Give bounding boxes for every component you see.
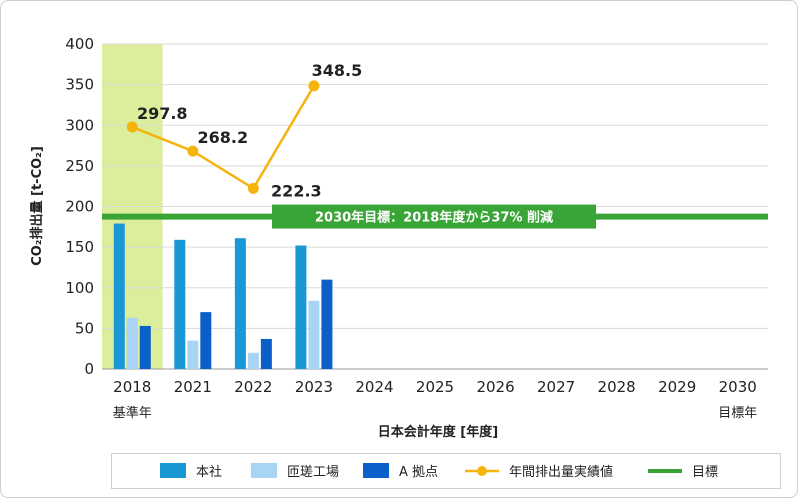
y-tick-label: 300: [65, 116, 94, 134]
y-tick-label: 400: [65, 35, 94, 53]
target-annotation: 2030年目標：2018年度から37% 削減: [315, 210, 553, 226]
data-label: 348.5: [312, 61, 363, 80]
x-axis-title: 日本会計年度 [年度]: [378, 424, 498, 440]
target-line-group: 2030年目標：2018年度から37% 削減: [102, 204, 768, 229]
y-tick-label: 50: [75, 319, 94, 337]
line-point: [187, 145, 199, 157]
data-label: 297.8: [137, 104, 188, 123]
y-tick-label: 150: [65, 238, 94, 256]
bar: [321, 279, 333, 369]
bar: [174, 239, 186, 369]
x-tick-label: 2029: [658, 378, 696, 396]
y-tick-label: 100: [65, 279, 94, 297]
line-point: [247, 182, 259, 194]
x-tick-label: 2023: [295, 378, 333, 396]
y-tick-label: 350: [65, 76, 94, 94]
bar-series: [113, 223, 333, 369]
x-tick-label: 2027: [537, 378, 575, 396]
bar: [260, 338, 272, 369]
x-tick-label: 2024: [355, 378, 393, 396]
line-point: [126, 121, 138, 133]
y-tick-labels: 0 50 100 150 200 250 300 350 400: [65, 35, 94, 378]
target-annotation-box: [272, 204, 596, 229]
x-tick-sublabel: 基準年: [113, 405, 152, 421]
bar: [113, 223, 125, 369]
x-tick-label: 2022: [234, 378, 272, 396]
bar: [200, 312, 212, 369]
x-tick-label: 2026: [476, 378, 514, 396]
legend-box: [111, 453, 781, 489]
x-tick-sublabel: 目標年: [718, 406, 757, 421]
bar: [126, 317, 138, 369]
x-tick-label: 2028: [598, 378, 636, 396]
x-tick-label: 2025: [416, 378, 454, 396]
bar: [247, 352, 259, 369]
y-tick-label: 0: [84, 360, 94, 378]
gridlines: [102, 43, 768, 370]
bar: [139, 325, 151, 369]
y-axis-title: CO₂排出量 [t-CO₂]: [29, 146, 45, 266]
bar: [187, 340, 199, 369]
x-tick-label: 2018: [113, 378, 151, 396]
x-tick-label: 2021: [174, 378, 212, 396]
bar: [295, 245, 307, 369]
y-tick-label: 200: [65, 198, 94, 216]
x-tick-labels: 2018 基準年 2021 2022 2023 2024 2025 2026 2027 2028 2…: [113, 378, 757, 421]
data-label: 222.3: [271, 181, 322, 200]
x-tick-label: 2030: [719, 378, 757, 396]
bar: [234, 238, 246, 369]
actual-line-group: 297.8 268.2 222.3 348.5: [126, 61, 363, 200]
actual-line: [131, 85, 315, 191]
line-point: [308, 80, 320, 92]
y-tick-label: 250: [65, 157, 94, 175]
bar: [308, 300, 320, 369]
data-label: 268.2: [198, 128, 249, 147]
